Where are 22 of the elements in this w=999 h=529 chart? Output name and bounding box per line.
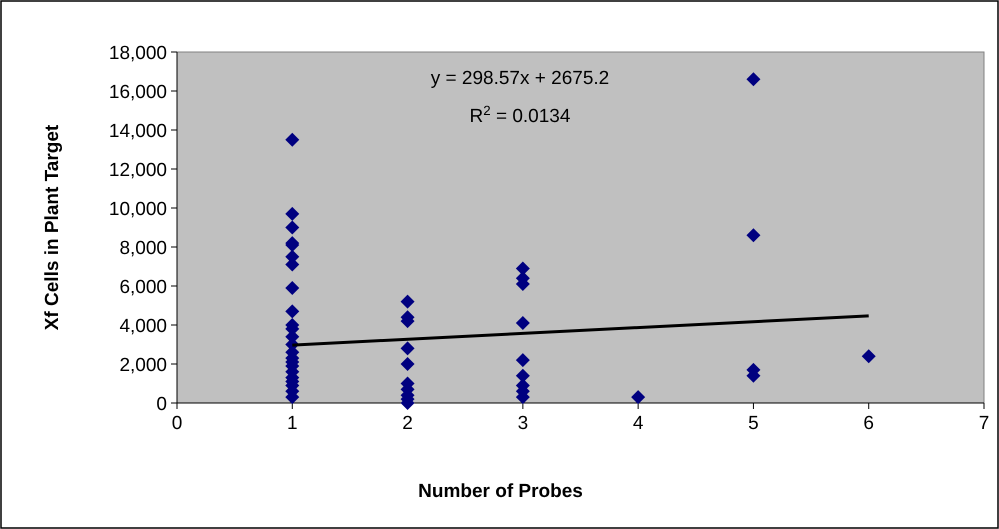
- y-tick-label: 16,000: [108, 82, 167, 103]
- annotation: R$^{2}$ = 0.0134: [470, 102, 571, 127]
- y-axis-title: Xf Cells in Plant Target: [42, 124, 63, 330]
- y-tick-label: 12,000: [108, 160, 167, 181]
- y-tick-label: 0: [156, 394, 167, 415]
- y-tick-label: 18,000: [108, 43, 167, 64]
- x-tick-label: 0: [172, 413, 182, 434]
- x-axis-title: Number of Probes: [418, 481, 583, 502]
- x-tick-label: 1: [286, 413, 298, 434]
- y-tick-label: 14,000: [108, 121, 167, 142]
- x-tick-label: 3: [518, 413, 528, 434]
- y-tick-label: 10,000: [108, 199, 167, 220]
- x-tick-label: 4: [632, 413, 644, 434]
- x-tick-label: 5: [748, 413, 759, 434]
- x-tick-label: 2: [402, 413, 413, 434]
- y-tick-label: 8,000: [119, 238, 167, 259]
- annotation: y = 298.57x + 2675.2: [430, 68, 610, 89]
- y-tick-label: 2,000: [119, 355, 167, 376]
- y-tick-label: 4,000: [119, 316, 167, 337]
- x-tick-label: 7: [978, 413, 990, 434]
- y-tick-label: 6,000: [119, 277, 167, 298]
- x-tick-label: 6: [863, 413, 874, 434]
